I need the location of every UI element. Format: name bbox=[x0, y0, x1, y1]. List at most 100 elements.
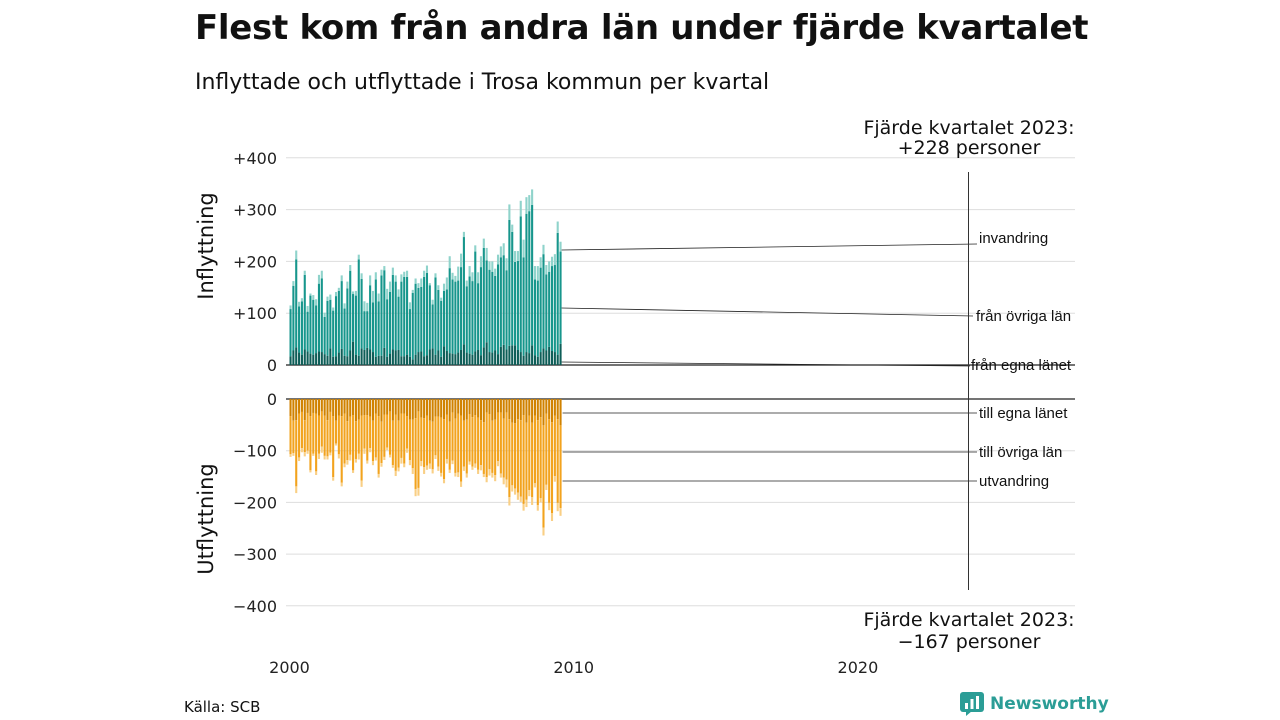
outflow-bar-2 bbox=[425, 415, 429, 466]
outflow-bar-1 bbox=[502, 399, 505, 419]
newsworthy-logo-icon bbox=[960, 692, 984, 716]
inflow-bar-1 bbox=[326, 355, 329, 365]
outflow-bar-1 bbox=[388, 399, 392, 412]
outflow-bar-2 bbox=[491, 420, 494, 473]
inflow-bar-2 bbox=[550, 266, 554, 352]
outflow-bar-1 bbox=[334, 399, 338, 421]
inflow-bar-1 bbox=[403, 356, 406, 365]
outflow-bar-1 bbox=[505, 399, 508, 413]
inflow-bar-1 bbox=[340, 348, 343, 365]
outflow-bar-2 bbox=[445, 414, 448, 459]
inflow-bar-1 bbox=[462, 344, 465, 365]
outflow-bar-1 bbox=[332, 399, 335, 417]
inflow-bar-1 bbox=[454, 354, 457, 365]
brand-name: Newsworthy bbox=[990, 694, 1109, 714]
inflow-bar-2 bbox=[366, 311, 369, 348]
inflow-bar-2 bbox=[380, 275, 383, 356]
inflow-bar-1 bbox=[485, 342, 488, 365]
inflow-bar-1 bbox=[369, 349, 372, 365]
inflow-bar-3 bbox=[323, 312, 326, 317]
outflow-bar-1 bbox=[465, 399, 468, 420]
inflow-bar-1 bbox=[519, 352, 522, 365]
inflow-bar-2 bbox=[420, 286, 423, 352]
outflow-bar-3 bbox=[550, 513, 554, 522]
outflow-bar-2 bbox=[559, 425, 562, 509]
label-till-ovriga-lan: till övriga län bbox=[979, 444, 1062, 461]
outflow-bar-3 bbox=[491, 472, 494, 478]
outflow-bar-3 bbox=[306, 450, 309, 454]
inflow-bar-2 bbox=[465, 286, 468, 353]
inflow-bar-2 bbox=[303, 274, 306, 350]
outflow-bar-3 bbox=[292, 453, 295, 456]
inflow-bar-3 bbox=[349, 265, 352, 271]
outflow-bar-1 bbox=[326, 399, 329, 421]
outflow-bar-3 bbox=[462, 466, 465, 471]
inflow-bar-1 bbox=[528, 353, 531, 365]
inflow-bar-3 bbox=[482, 238, 485, 248]
page-title: Flest kom från andra län under fjärde kv… bbox=[195, 8, 1089, 48]
outflow-bar-2 bbox=[366, 415, 369, 461]
outflow-axis-label: Utflyttning bbox=[194, 463, 218, 575]
inflow-bar-3 bbox=[505, 258, 508, 271]
outflow-bar-2 bbox=[431, 421, 434, 470]
inflow-bar-2 bbox=[440, 300, 443, 357]
outflow-bar-3 bbox=[332, 477, 335, 481]
inflow-bar-1 bbox=[386, 356, 389, 365]
outflow-bar-3 bbox=[343, 463, 346, 468]
outflow-bar-2 bbox=[357, 419, 360, 454]
inflow-bar-1 bbox=[346, 356, 349, 365]
outflow-bar-1 bbox=[471, 399, 474, 418]
inflow-bar-1 bbox=[414, 354, 417, 365]
inflow-bar-3 bbox=[332, 307, 335, 311]
inflow-bar-3 bbox=[536, 266, 539, 281]
outflow-bar-1 bbox=[496, 399, 500, 413]
inflow-bar-2 bbox=[371, 302, 375, 353]
outflow-bar-2 bbox=[451, 412, 454, 461]
inflow-bar-2 bbox=[317, 283, 321, 352]
outflow-bar-2 bbox=[414, 418, 417, 489]
outflow-bar-3 bbox=[440, 472, 443, 477]
outflow-bar-3 bbox=[298, 457, 301, 462]
inflow-bar-1 bbox=[431, 348, 434, 365]
inflow-bar-1 bbox=[494, 350, 497, 365]
outflow-bar-1 bbox=[548, 399, 551, 420]
outflow-bar-1 bbox=[383, 399, 386, 415]
outflow-bar-2 bbox=[442, 419, 446, 480]
inflow-bar-3 bbox=[525, 197, 528, 214]
inflow-bar-3 bbox=[326, 296, 329, 301]
outflow-bar-3 bbox=[468, 461, 471, 465]
outflow-bar-1 bbox=[306, 399, 309, 413]
inflow-bar-2 bbox=[423, 276, 426, 357]
inflow-bar-1 bbox=[363, 349, 366, 365]
outflow-bar-2 bbox=[465, 419, 468, 474]
outflow-bar-2 bbox=[312, 412, 315, 454]
inflow-bar-1 bbox=[357, 355, 360, 365]
inflow-bar-3 bbox=[468, 266, 471, 277]
outflow-bar-1 bbox=[545, 399, 548, 414]
inflow-bar-2 bbox=[445, 289, 448, 352]
inflow-bar-3 bbox=[380, 269, 383, 276]
outflow-bar-3 bbox=[420, 461, 423, 467]
inflow-bar-3 bbox=[303, 270, 306, 275]
outflow-bar-2 bbox=[485, 412, 488, 478]
outflow-bar-2 bbox=[553, 415, 556, 477]
outflow-bar-1 bbox=[289, 399, 292, 417]
outflow-bar-2 bbox=[539, 417, 542, 499]
inflow-bar-3 bbox=[548, 261, 551, 272]
inflow-bar-2 bbox=[329, 299, 332, 349]
outflow-bar-2 bbox=[363, 415, 366, 449]
inflow-y-tick-label: +400 bbox=[233, 149, 277, 168]
outflow-bar-2 bbox=[317, 415, 321, 454]
outflow-bar-3 bbox=[352, 470, 355, 473]
outflow-bar-1 bbox=[457, 399, 460, 414]
inflow-bar-3 bbox=[312, 295, 315, 300]
outflow-bar-3 bbox=[539, 498, 542, 503]
outflow-bar-2 bbox=[417, 411, 420, 488]
outflow-bar-3 bbox=[488, 469, 491, 476]
inflow-bar-1 bbox=[298, 352, 301, 365]
inflow-bar-3 bbox=[491, 261, 494, 272]
inflow-bar-3 bbox=[502, 243, 505, 256]
inflow-bar-3 bbox=[329, 294, 332, 300]
inflow-bar-2 bbox=[340, 281, 343, 349]
migration-chart: 0 +100 +200 +300 +400 0 −100 −200 −300 −400 2000 20… bbox=[194, 117, 1075, 677]
